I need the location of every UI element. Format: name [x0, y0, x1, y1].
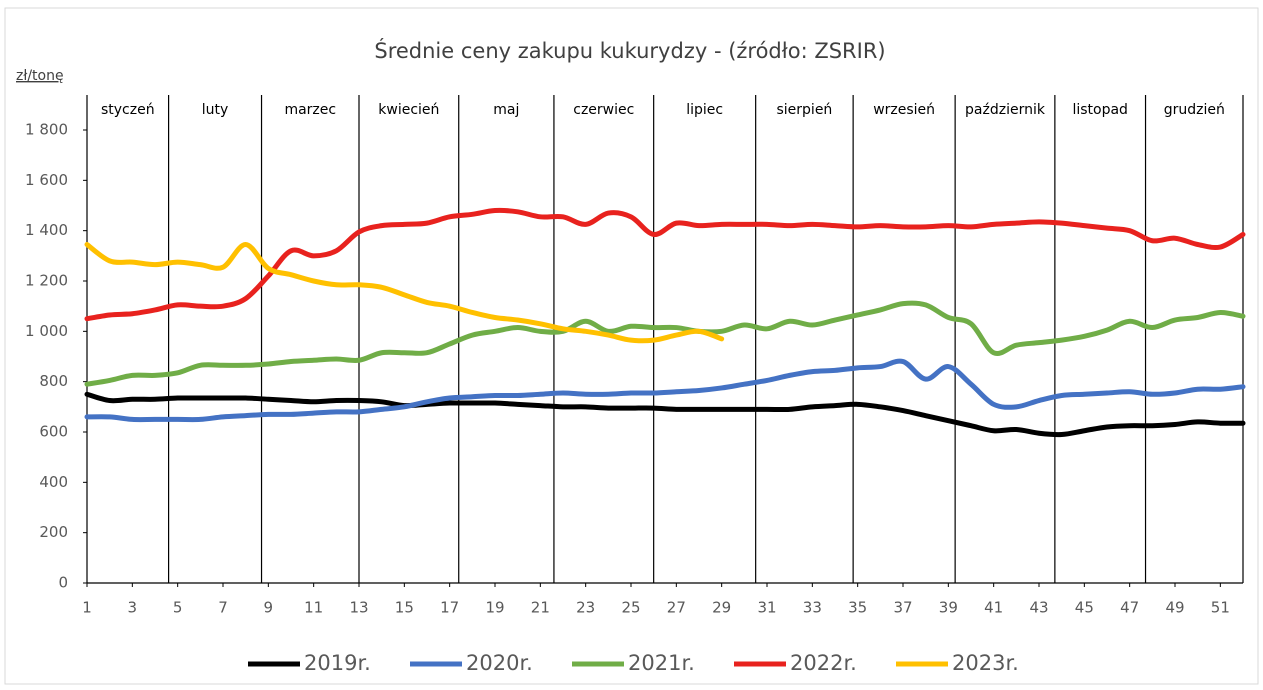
y-tick-label: 1 800: [25, 121, 68, 139]
x-tick-label: 51: [1211, 599, 1230, 617]
x-tick-label: 29: [712, 599, 731, 617]
y-tick-label: 1 200: [25, 272, 68, 290]
x-tick-label: 45: [1075, 599, 1094, 617]
series-line: [84, 358, 1246, 423]
x-tick-label: 41: [984, 599, 1003, 617]
x-tick-label: 13: [349, 599, 368, 617]
x-tick-label: 33: [803, 599, 822, 617]
series-line: [84, 207, 1246, 322]
y-tick-label: 800: [39, 372, 68, 390]
month-label: listopad: [1072, 102, 1127, 118]
y-tick-label: 200: [39, 523, 68, 541]
x-tick-label: 15: [395, 599, 414, 617]
y-tick-label: 1 400: [25, 221, 68, 239]
chart-title: Średnie ceny zakupu kukurydzy - (źródło:…: [374, 38, 885, 63]
x-tick-label: 47: [1120, 599, 1139, 617]
x-tick-label: 39: [939, 599, 958, 617]
month-label: październik: [965, 102, 1046, 118]
y-tick-label: 1 000: [25, 322, 68, 340]
x-tick-label: 37: [893, 599, 912, 617]
x-tick-label: 19: [485, 599, 504, 617]
month-label: marzec: [284, 102, 336, 118]
x-tick-label: 23: [576, 599, 595, 617]
x-tick-label: 3: [128, 599, 138, 617]
x-tick-label: 17: [440, 599, 459, 617]
x-tick-label: 25: [621, 599, 640, 617]
x-tick-label: 31: [757, 599, 776, 617]
series-line: [84, 242, 725, 344]
month-label: czerwiec: [573, 102, 634, 118]
month-label: lipiec: [686, 102, 723, 118]
month-label: sierpień: [776, 102, 832, 118]
x-tick-label: 1: [82, 599, 92, 617]
legend-label: 2020r.: [466, 651, 533, 675]
series-line: [84, 391, 1246, 438]
y-tick-label: 1 600: [25, 171, 68, 189]
x-tick-label: 43: [1029, 599, 1048, 617]
x-tick-label: 27: [667, 599, 686, 617]
month-label: luty: [202, 102, 229, 118]
chart-frame: [4, 7, 1259, 685]
legend-label: 2023r.: [952, 651, 1019, 675]
legend-label: 2019r.: [304, 651, 371, 675]
legend-label: 2022r.: [790, 651, 857, 675]
legend-label: 2021r.: [628, 651, 695, 675]
month-label: maj: [493, 102, 519, 118]
y-tick-label: 400: [39, 473, 68, 491]
y-unit: zł/tonę: [16, 68, 64, 84]
x-tick-label: 35: [848, 599, 867, 617]
month-label: styczeń: [101, 102, 155, 118]
x-tick-label: 9: [264, 599, 274, 617]
x-tick-label: 49: [1165, 599, 1184, 617]
x-tick-label: 5: [173, 599, 183, 617]
y-tick-label: 600: [39, 423, 68, 441]
month-label: grudzień: [1164, 102, 1225, 118]
x-tick-label: 11: [304, 599, 323, 617]
month-label: kwiecień: [378, 102, 439, 118]
series-line: [84, 300, 1246, 387]
y-tick-label: 0: [58, 574, 68, 592]
x-tick-label: 21: [531, 599, 550, 617]
month-label: wrzesień: [873, 102, 935, 118]
x-tick-label: 7: [218, 599, 228, 617]
